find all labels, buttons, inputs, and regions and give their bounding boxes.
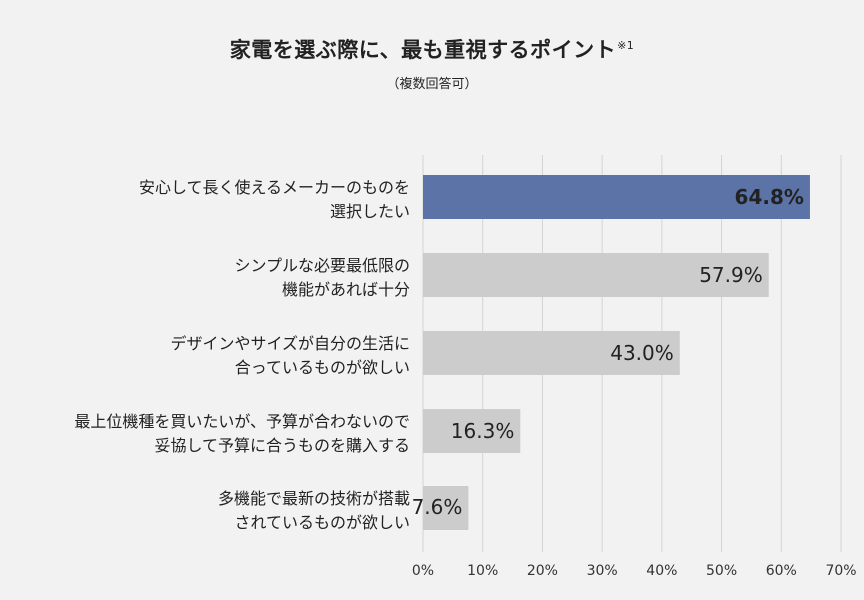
x-tick-label: 10% — [467, 563, 498, 579]
category-label: 妥協して予算に合うものを購入する — [154, 436, 410, 455]
x-tick-label: 30% — [587, 563, 618, 579]
data-label: 64.8% — [735, 185, 804, 209]
x-tick-label: 20% — [527, 563, 558, 579]
chart-subtitle: （複数回答可） — [386, 77, 478, 92]
data-label: 57.9% — [699, 263, 763, 287]
chart-title: 家電を選ぶ際に、最も重視するポイント※1 — [0, 34, 864, 64]
category-label: 安心して長く使えるメーカーのものを — [139, 178, 410, 197]
category-label: されているものが欲しい — [234, 513, 410, 532]
category-label: 機能があれば十分 — [282, 280, 410, 299]
category-label: 選択したい — [330, 202, 410, 221]
category-label: 多機能で最新の技術が搭載 — [218, 489, 410, 508]
title-text: 家電を選ぶ際に、最も重視するポイント — [229, 38, 617, 62]
bar — [423, 331, 680, 375]
category-label: 最上位機種を買いたいが、予算が合わないので — [74, 412, 410, 431]
x-tick-label: 60% — [766, 563, 797, 579]
bar — [423, 486, 469, 530]
bar — [423, 175, 810, 219]
x-tick-label: 40% — [646, 563, 677, 579]
bar — [423, 253, 769, 297]
category-label: デザインやサイズが自分の生活に — [170, 334, 410, 353]
x-tick-label: 50% — [706, 563, 737, 579]
category-label: 合っているものが欲しい — [235, 358, 410, 377]
data-label: 16.3% — [451, 419, 515, 443]
data-label: 7.6% — [412, 495, 463, 519]
bar — [423, 409, 521, 453]
category-label: シンプルな必要最低限の — [234, 256, 410, 275]
title-note: ※1 — [617, 39, 635, 52]
data-label: 43.0% — [610, 341, 674, 365]
x-tick-label: 0% — [412, 563, 434, 579]
x-tick-label: 70% — [825, 563, 856, 579]
